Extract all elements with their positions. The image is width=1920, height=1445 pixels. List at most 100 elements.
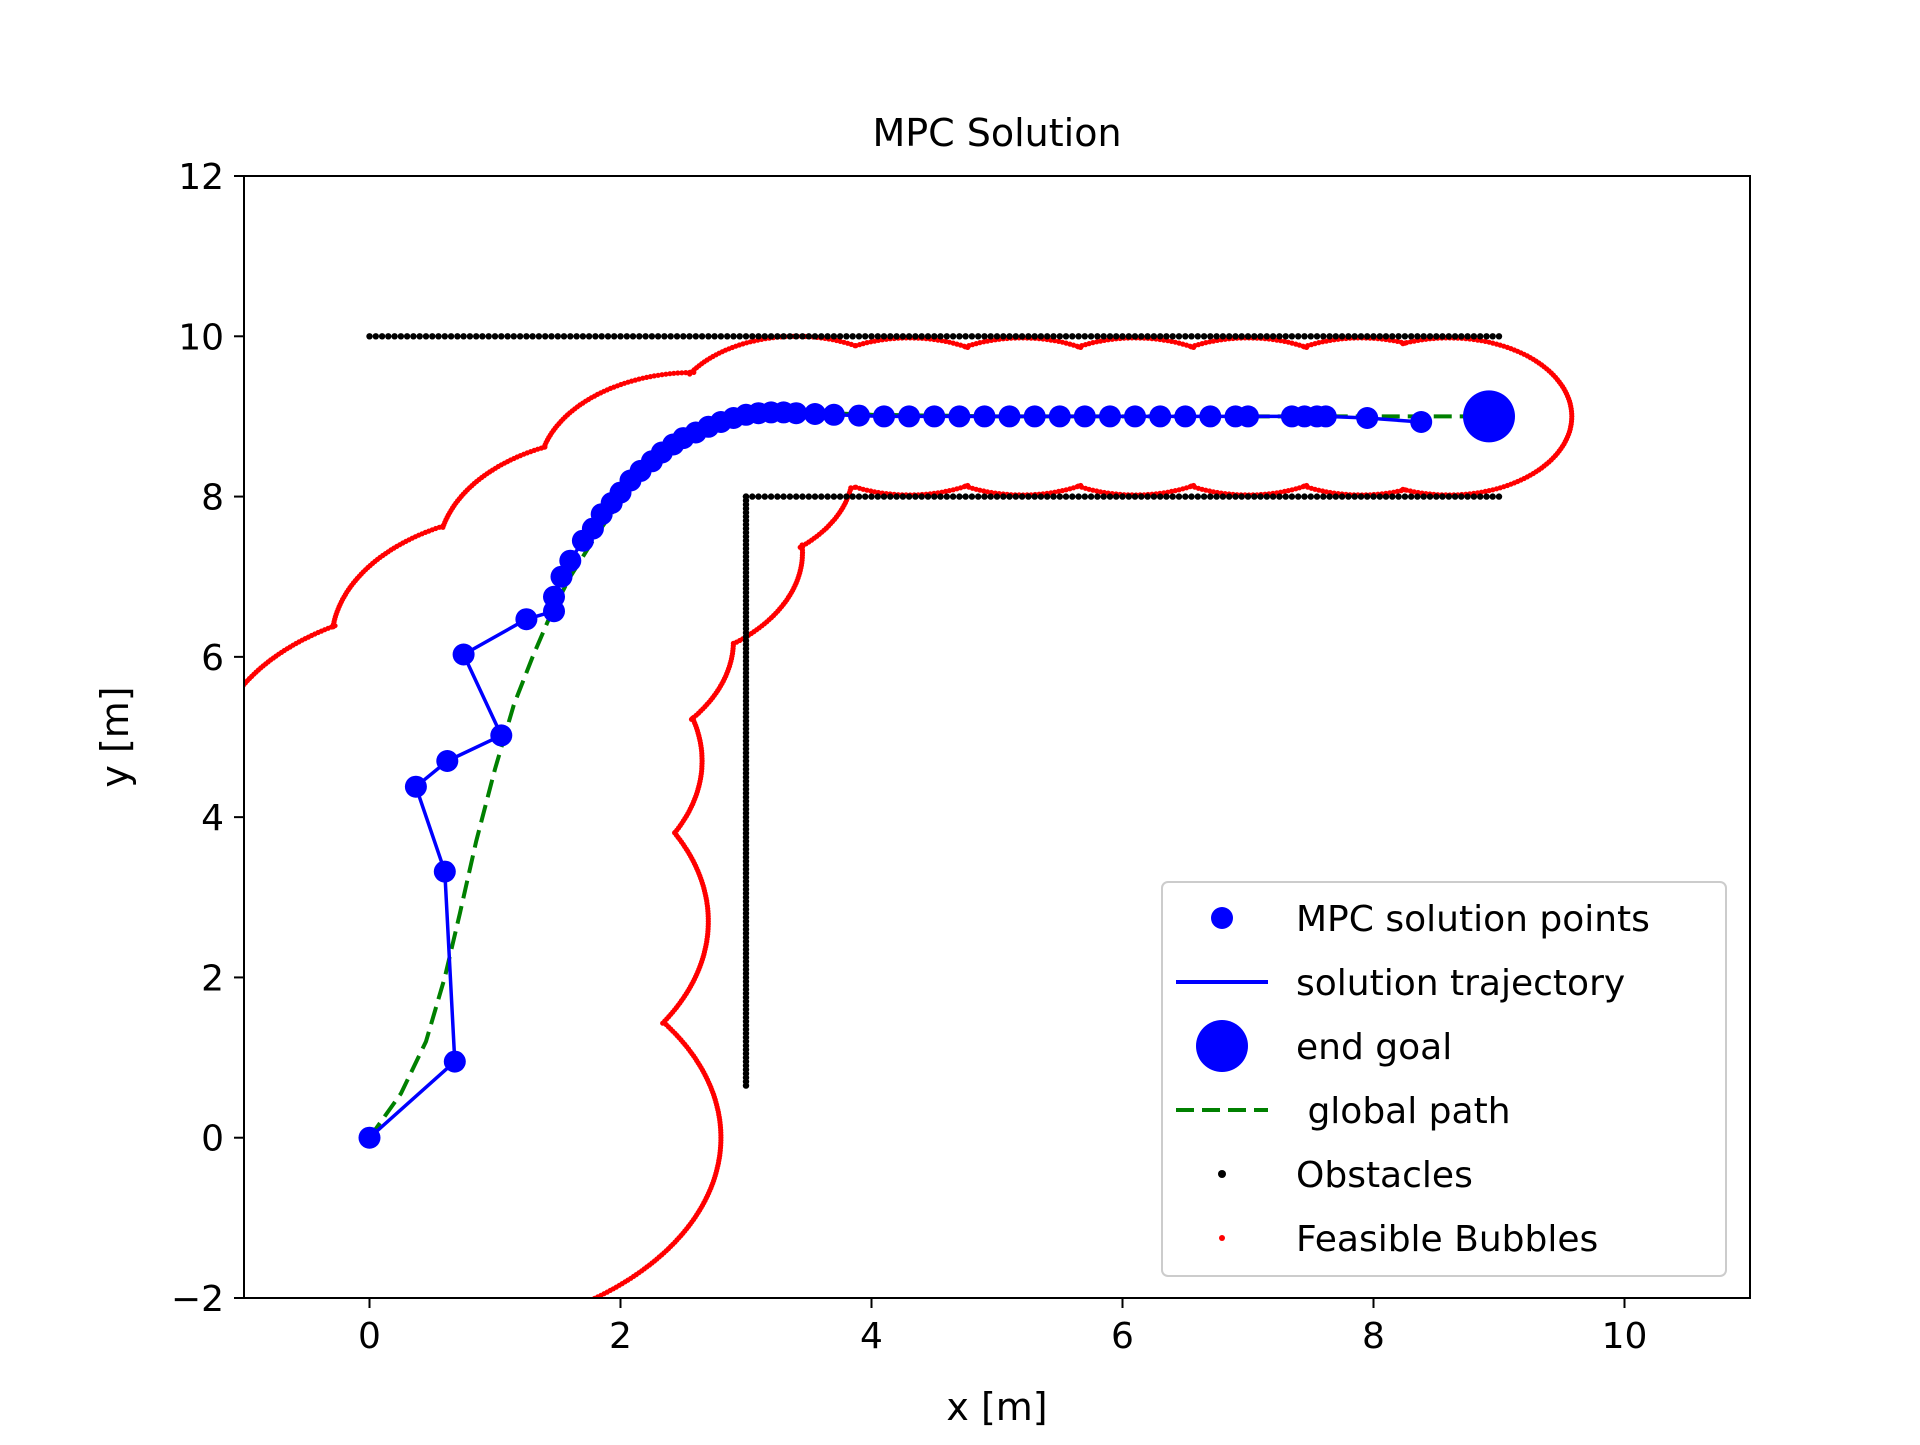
obstacle-point — [1357, 493, 1365, 500]
feasible-bubble-point — [350, 1332, 355, 1337]
feasible-bubble-point — [252, 1310, 257, 1315]
feasible-bubble-point — [106, 943, 111, 948]
obstacle-point — [1426, 493, 1434, 500]
obstacle-point — [1307, 493, 1315, 500]
feasible-bubble-point — [508, 1324, 513, 1329]
feasible-bubble-point — [95, 1103, 100, 1108]
legend-label: Feasible Bubbles — [1296, 1219, 1598, 1260]
feasible-bubble-point — [117, 1055, 122, 1060]
obstacle-point — [1489, 333, 1496, 340]
y-axis-label: y [m] — [93, 686, 137, 787]
obstacle-point — [1433, 333, 1440, 340]
obstacle-point — [1345, 493, 1352, 500]
feasible-bubble-point — [140, 827, 145, 832]
y-tick-label: 2 — [201, 958, 224, 999]
obstacle-point — [1018, 333, 1026, 340]
obstacle-point — [604, 333, 612, 340]
mpc-solution-point — [550, 565, 573, 588]
feasible-bubble-point — [1075, 344, 1081, 350]
obstacle-point — [1238, 493, 1245, 500]
feasible-bubble-point — [323, 1329, 328, 1334]
feasible-bubble-point — [534, 1318, 539, 1323]
mpc-solution-point — [404, 775, 427, 798]
obstacle-point — [692, 333, 699, 340]
feasible-bubble-point — [210, 761, 215, 766]
obstacle-point — [510, 333, 517, 340]
obstacle-point — [1037, 333, 1045, 340]
feasible-bubble-point — [179, 791, 184, 796]
feasible-bubble-point — [94, 1164, 99, 1169]
obstacle-point — [1006, 493, 1013, 500]
obstacle-point — [1131, 333, 1139, 340]
obstacle-point — [1470, 493, 1478, 500]
feasible-bubble-point — [108, 951, 113, 956]
feasible-bubble-point — [146, 1017, 151, 1022]
feasible-bubble-point — [210, 766, 215, 771]
obstacle-point — [893, 333, 900, 340]
obstacle-point — [529, 333, 536, 340]
feasible-bubble-point — [147, 1249, 152, 1254]
feasible-bubble-point — [229, 699, 234, 704]
feasible-bubble-point — [232, 1302, 237, 1307]
feasible-bubble-point — [126, 1227, 131, 1232]
y-tick-label: 10 — [178, 317, 224, 358]
feasible-bubble-point — [99, 1179, 104, 1184]
x-axis-ticks: 0 2 4 6 8 10 — [358, 1298, 1647, 1357]
feasible-bubble-point — [211, 746, 216, 751]
feasible-bubble-point — [91, 1136, 96, 1141]
obstacle-point — [441, 333, 448, 340]
feasible-bubble-point — [1482, 338, 1488, 344]
mpc-solution-point — [443, 1050, 466, 1073]
feasible-bubble-point — [101, 1187, 106, 1192]
feasible-bubble-point — [537, 1317, 542, 1322]
obstacle-point — [1401, 333, 1409, 340]
feasible-bubble-point — [214, 731, 219, 736]
feasible-bubble-point — [130, 1039, 135, 1044]
feasible-bubble-point — [274, 1317, 279, 1322]
obstacle-point — [1414, 493, 1421, 500]
obstacle-point — [1483, 333, 1490, 340]
feasible-bubble-point — [93, 1159, 98, 1164]
obstacle-point — [1094, 493, 1101, 500]
obstacle-point — [1301, 333, 1308, 340]
feasible-bubble-point — [398, 1335, 403, 1340]
feasible-bubble-point — [103, 915, 108, 920]
obstacle-point — [742, 333, 750, 340]
feasible-bubble-point — [154, 1255, 159, 1260]
feasible-bubble-point — [93, 1111, 98, 1116]
obstacle-point — [447, 333, 455, 340]
obstacle-point — [378, 333, 386, 340]
feasible-bubble-point — [123, 987, 128, 992]
obstacle-point — [1000, 333, 1007, 340]
feasible-bubble-point — [105, 938, 110, 943]
feasible-bubble-point — [152, 814, 157, 819]
mpc-solution-point — [433, 860, 456, 883]
obstacle-point — [749, 493, 756, 500]
obstacle-point — [454, 333, 461, 340]
obstacle-point — [385, 333, 392, 340]
feasible-bubble-point — [105, 935, 110, 940]
obstacle-point — [1012, 493, 1019, 500]
feasible-bubble-point — [136, 831, 141, 836]
feasible-bubble-point — [96, 1172, 101, 1177]
feasible-bubble-point — [116, 1057, 121, 1062]
obstacle-point — [862, 333, 869, 340]
obstacle-point — [1226, 333, 1233, 340]
obstacle-point — [1370, 493, 1377, 500]
feasible-bubble-point — [164, 803, 169, 808]
mpc-solution-point — [543, 585, 565, 608]
feasible-bubble-point — [442, 1334, 447, 1339]
obstacle-point — [1119, 333, 1126, 340]
feasible-bubble-point — [112, 963, 117, 968]
obstacle-point — [786, 493, 794, 500]
obstacle-point — [1495, 493, 1503, 500]
obstacle-point — [1364, 333, 1371, 340]
obstacle-point — [1451, 493, 1459, 500]
obstacle-point — [1288, 493, 1296, 500]
feasible-bubble-point — [212, 741, 217, 746]
feasible-bubble-point — [1056, 338, 1062, 344]
obstacle-point — [579, 333, 587, 340]
feasible-bubble-point — [227, 701, 232, 706]
mpc-solution-point — [452, 643, 475, 666]
feasible-bubble-point — [105, 940, 110, 945]
